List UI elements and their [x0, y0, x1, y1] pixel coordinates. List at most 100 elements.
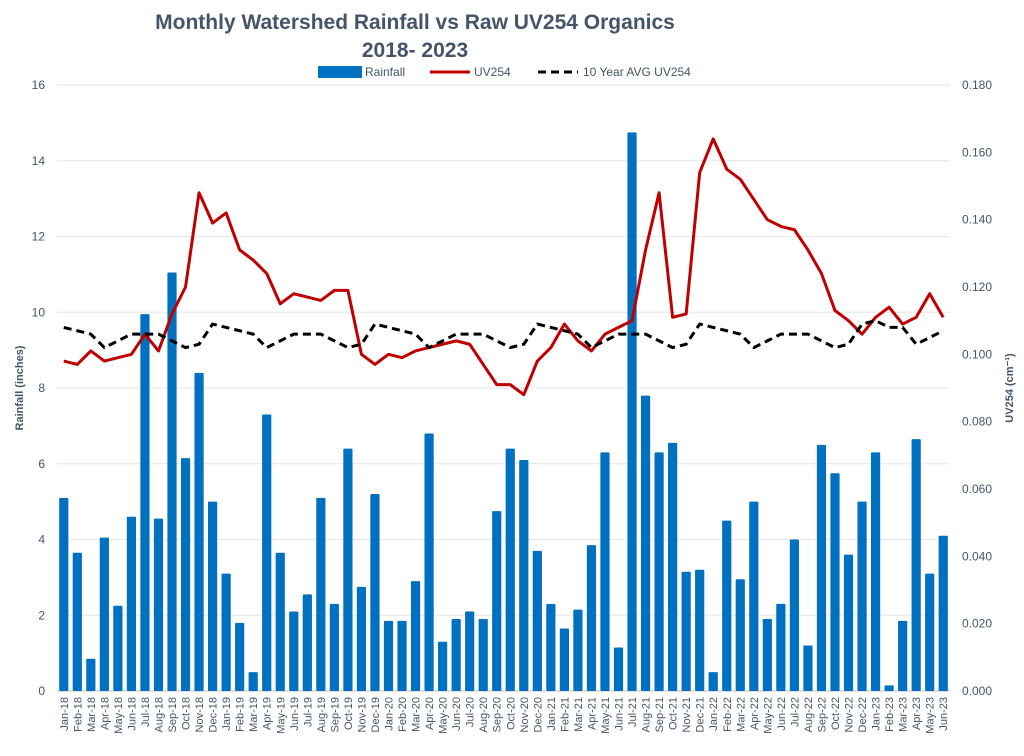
rainfall-bar: [113, 605, 123, 691]
x-tick-label: Oct-21: [668, 697, 680, 730]
y2-tick-label: 0.120: [962, 280, 992, 294]
x-tick-label: Sep-19: [329, 697, 341, 732]
y-tick-label: 14: [32, 154, 46, 168]
x-tick-label: Mar-23: [898, 697, 910, 732]
x-tick-label: Apr-19: [262, 697, 274, 730]
x-tick-label: Aug-19: [316, 697, 328, 732]
x-tick-label: Mar-18: [86, 697, 98, 732]
x-tick-label: Sep-18: [167, 697, 179, 732]
rainfall-bar: [722, 520, 732, 691]
rainfall-bar: [397, 620, 407, 691]
y2-tick-label: 0.180: [962, 78, 992, 92]
chart-title: Monthly Watershed Rainfall vs Raw UV254 …: [155, 11, 675, 34]
rainfall-bar: [207, 501, 218, 691]
rainfall-bar: [451, 619, 461, 691]
y2-tick-label: 0.140: [962, 213, 992, 227]
x-tick-label: May-18: [113, 697, 125, 734]
x-tick-label: Jan-22: [708, 697, 720, 731]
x-tick-label: Feb-23: [884, 697, 896, 732]
y2-tick-label: 0.100: [962, 347, 992, 361]
x-tick-label: Sep-21: [654, 697, 666, 732]
rainfall-bar: [86, 658, 96, 691]
x-tick-label: Oct-20: [505, 697, 517, 730]
x-tick-label: Mar-20: [411, 697, 423, 732]
rainfall-bar: [816, 444, 827, 691]
uv254-lines: [63, 137, 945, 397]
legend-label-rainfall: Rainfall: [365, 65, 405, 79]
rainfall-bar: [532, 550, 542, 691]
rainfall-bar: [627, 132, 637, 691]
x-tick-label: Jul-19: [302, 697, 314, 727]
x-tick-label: Apr-21: [586, 697, 598, 730]
rainfall-bar: [221, 573, 231, 691]
x-tick-label: Nov-20: [519, 697, 531, 732]
x-tick-label: Dec-19: [370, 697, 382, 732]
rainfall-bar: [505, 448, 515, 691]
rainfall-bar: [776, 603, 786, 691]
rainfall-bar: [789, 539, 800, 691]
legend-swatch-rainfall: [318, 66, 362, 78]
x-tick-label: Jan-19: [221, 697, 233, 731]
y2-tick-label: 0.080: [962, 415, 992, 429]
x-tick-label: Jun-23: [938, 697, 950, 731]
rainfall-bar: [356, 586, 367, 691]
rainfall-bar: [681, 571, 691, 691]
x-tick-label: May-22: [762, 697, 774, 734]
rainfall-bar: [925, 573, 935, 691]
rainfall-bar: [938, 535, 948, 691]
x-tick-label: May-21: [600, 697, 612, 734]
rainfall-bar: [99, 537, 109, 691]
y2-tick-label: 0.160: [962, 145, 992, 159]
x-tick-label: Aug-20: [478, 697, 490, 732]
left-axis-ticks: 0 2 4 6 8 10 12 14 16: [32, 78, 46, 698]
y-tick-label: 10: [32, 305, 46, 319]
rainfall-bar: [830, 473, 840, 691]
y-tick-label: 16: [32, 78, 46, 92]
rainfall-bar: [302, 594, 312, 691]
y-tick-label: 12: [32, 230, 46, 244]
rainfall-bar: [235, 622, 245, 691]
x-tick-label: Jan-18: [59, 697, 71, 731]
y2-tick-label: 0.060: [962, 482, 992, 496]
y-tick-label: 2: [38, 608, 45, 622]
x-tick-label: May-20: [438, 697, 450, 734]
x-tick-label: Aug-21: [641, 697, 653, 732]
rainfall-bar: [438, 641, 448, 691]
rainfall-bar: [870, 452, 881, 691]
x-tick-label: Jul-18: [140, 697, 152, 727]
rainfall-bar: [762, 619, 772, 691]
x-tick-label: Nov-19: [356, 697, 368, 732]
rainfall-bar: [343, 448, 353, 691]
x-tick-label: Apr-23: [911, 697, 923, 730]
rainfall-bar: [316, 497, 326, 691]
rainfall-bar: [275, 552, 285, 691]
x-tick-label: Jun-22: [776, 697, 788, 731]
rainfall-bar: [167, 272, 177, 691]
y-tick-label: 4: [38, 533, 45, 547]
rainfall-bar: [478, 619, 488, 691]
x-tick-label: Jul-21: [627, 697, 639, 727]
x-tick-label: May-23: [925, 697, 937, 734]
x-tick-label: Aug-18: [153, 697, 165, 732]
x-tick-label: Jan-21: [546, 697, 558, 731]
rainfall-bar: [383, 620, 394, 691]
x-tick-label: Apr-22: [749, 697, 761, 730]
x-tick-label: Feb-20: [397, 697, 409, 732]
rainfall-bar: [803, 645, 813, 691]
rainfall-bar: [180, 458, 191, 691]
y2-tick-label: 0.040: [962, 549, 992, 563]
rainfall-bar: [465, 611, 475, 691]
rainfall-bar: [262, 414, 272, 691]
x-tick-label: Feb-18: [72, 697, 84, 732]
x-tick-label: Apr-18: [99, 697, 111, 730]
rainfall-bar: [492, 511, 502, 691]
x-tick-label: Jul-20: [465, 697, 477, 727]
y2-tick-label: 0.000: [962, 684, 992, 698]
x-tick-label: Feb-22: [722, 697, 734, 732]
y2-axis-label: UV254 (cm⁻¹): [1004, 353, 1016, 423]
uv254-line: [63, 137, 945, 397]
x-tick-label: Jun-20: [451, 697, 463, 731]
legend: Rainfall UV254 10 Year AVG UV254: [318, 65, 691, 79]
rainfall-bar: [59, 497, 69, 691]
